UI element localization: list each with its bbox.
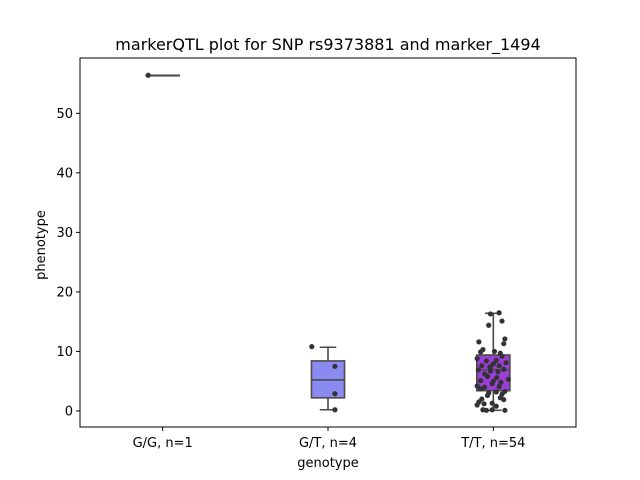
- box-1: [310, 346, 346, 411]
- x-axis: G/G, n=1 G/T, n=4 T/T, n=54: [133, 427, 525, 451]
- data-point: [502, 407, 508, 413]
- x-tick-label: G/G, n=1: [133, 436, 193, 451]
- data-point: [491, 348, 498, 355]
- data-point: [499, 318, 505, 324]
- data-point: [489, 380, 495, 387]
- points-2: [474, 310, 511, 413]
- y-tick-label: 40: [56, 166, 73, 181]
- data-point: [476, 339, 482, 345]
- data-point: [501, 366, 507, 372]
- data-point: [495, 369, 501, 375]
- data-point: [483, 358, 489, 364]
- data-point: [474, 355, 480, 362]
- data-point: [493, 357, 499, 363]
- data-point: [478, 386, 484, 392]
- data-point: [309, 344, 315, 350]
- data-point: [487, 311, 494, 317]
- data-point: [332, 391, 338, 397]
- data-point: [474, 383, 480, 389]
- data-point: [499, 353, 505, 359]
- data-point: [484, 373, 491, 380]
- data-point: [493, 403, 499, 409]
- y-tick-label: 0: [65, 404, 73, 419]
- data-point: [487, 364, 493, 370]
- data-point: [490, 361, 496, 367]
- data-point: [486, 390, 492, 396]
- data-point: [332, 407, 338, 413]
- box-0: [145, 74, 180, 77]
- plot-area: [145, 72, 511, 413]
- y-tick-label: 10: [56, 345, 73, 360]
- data-point: [478, 349, 484, 355]
- data-point: [501, 341, 507, 347]
- data-point: [501, 397, 507, 403]
- data-point: [486, 322, 492, 328]
- y-tick-label: 20: [56, 285, 73, 300]
- data-point: [502, 336, 508, 342]
- data-point: [498, 379, 504, 385]
- y-axis-label: phenotype: [34, 210, 49, 280]
- data-point: [483, 407, 489, 413]
- data-point: [505, 376, 511, 382]
- data-point: [474, 402, 480, 408]
- data-point: [475, 367, 481, 373]
- data-point: [479, 363, 485, 369]
- points-0: [145, 72, 151, 78]
- y-tick-label: 30: [56, 226, 73, 241]
- data-point: [489, 407, 495, 413]
- x-tick-label: T/T, n=54: [460, 436, 525, 451]
- x-tick-label: G/T, n=4: [299, 436, 357, 451]
- data-point: [503, 360, 509, 366]
- points-1: [309, 344, 338, 413]
- data-point: [489, 400, 495, 406]
- data-point: [496, 383, 502, 390]
- data-point: [478, 377, 484, 384]
- y-tick-label: 50: [56, 107, 73, 122]
- data-point: [482, 384, 488, 390]
- data-point: [494, 375, 500, 381]
- data-point: [332, 363, 338, 369]
- data-point: [493, 389, 499, 395]
- data-point: [487, 368, 494, 374]
- chart-title: markerQTL plot for SNP rs9373881 and mar…: [115, 35, 540, 55]
- x-axis-label: genotype: [297, 456, 358, 471]
- data-point: [496, 363, 502, 369]
- data-point: [145, 72, 151, 78]
- data-point: [496, 310, 502, 316]
- data-point: [481, 401, 487, 407]
- y-axis: 0 10 20 30 40 50: [56, 107, 80, 419]
